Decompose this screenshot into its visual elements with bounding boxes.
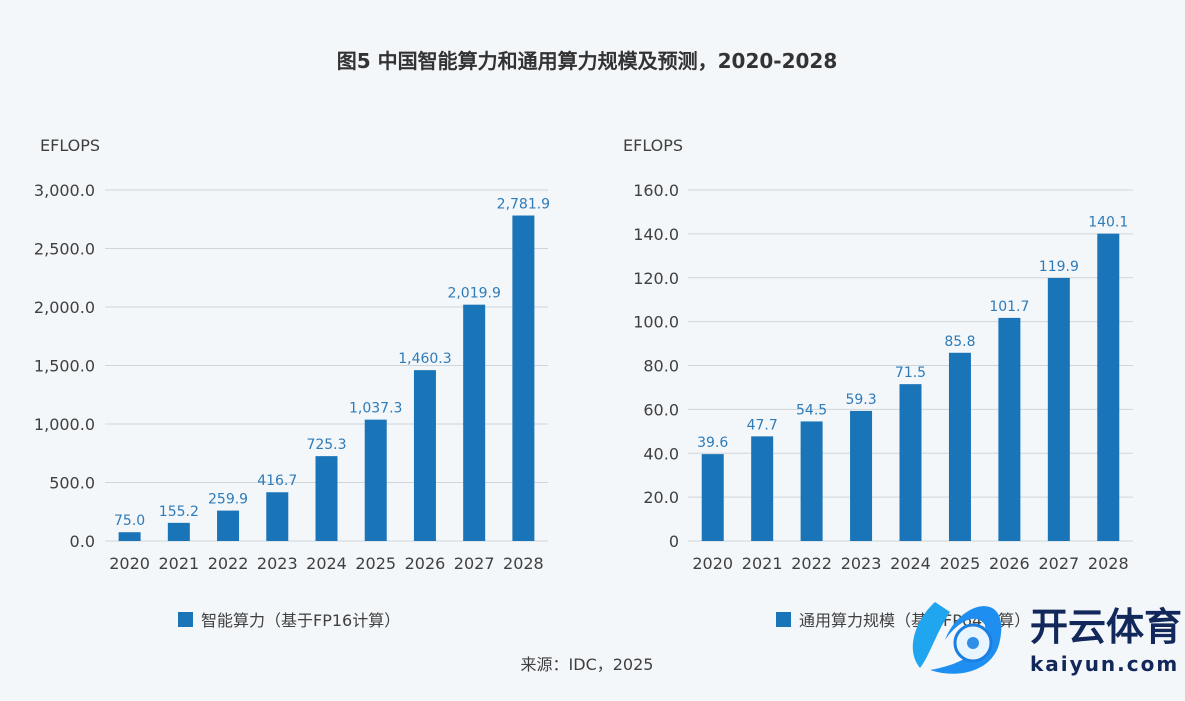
x-tick-label: 2024 xyxy=(306,554,347,573)
data-label: 101.7 xyxy=(989,299,1029,315)
x-tick-label: 2024 xyxy=(890,554,931,573)
y-tick-label: 40.0 xyxy=(643,444,679,463)
y-tick-label: 160.0 xyxy=(633,181,679,200)
data-label: 59.3 xyxy=(845,392,876,408)
data-label: 75.0 xyxy=(114,513,145,529)
data-label: 47.7 xyxy=(747,417,778,433)
x-tick-label: 2026 xyxy=(405,554,446,573)
y-tick-label: 500.0 xyxy=(49,474,95,493)
data-label: 2,781.9 xyxy=(497,197,550,213)
bar-2028 xyxy=(1097,233,1120,541)
y-tick-label: 80.0 xyxy=(643,357,679,376)
watermark-k-mark-icon xyxy=(912,602,950,668)
y-tick-label: 120.0 xyxy=(633,269,679,288)
data-label: 140.1 xyxy=(1088,215,1128,231)
y-tick-label: 140.0 xyxy=(633,225,679,244)
x-tick-label: 2020 xyxy=(692,554,733,573)
data-label: 155.2 xyxy=(159,504,199,520)
bar-2025 xyxy=(948,352,971,541)
x-tick-label: 2025 xyxy=(355,554,396,573)
y-axis-unit-label: EFLOPS xyxy=(623,136,683,155)
svg-text:kaiyun.com: kaiyun.com xyxy=(1030,652,1179,676)
bar-2024 xyxy=(315,456,338,541)
data-label: 54.5 xyxy=(796,402,827,418)
bar-2023 xyxy=(266,492,289,541)
x-tick-label: 2027 xyxy=(454,554,495,573)
bar-2022 xyxy=(217,510,240,541)
y-tick-label: 100.0 xyxy=(633,313,679,332)
chart-left-intelligent-compute: EFLOPS 0.0 500.0 1,000.0 1,500.0 2,000.0 2,500… xyxy=(34,136,550,630)
x-tick-label: 2028 xyxy=(1088,554,1129,573)
y-tick-label: 1,000.0 xyxy=(34,415,95,434)
y-tick-label: 1,500.0 xyxy=(34,357,95,376)
x-tick-label: 2023 xyxy=(257,554,298,573)
x-tick-label: 2021 xyxy=(158,554,199,573)
x-tick-label: 2023 xyxy=(841,554,882,573)
bar-2027 xyxy=(463,304,486,541)
x-tick-label: 2020 xyxy=(109,554,150,573)
svg-text:开云体育: 开云体育 xyxy=(1030,605,1182,649)
bar-2020 xyxy=(118,532,141,541)
x-tick-label: 2026 xyxy=(989,554,1030,573)
data-label: 1,037.3 xyxy=(349,401,402,417)
x-tick-label: 2025 xyxy=(940,554,981,573)
x-tick-label: 2022 xyxy=(208,554,249,573)
x-tick-label: 2022 xyxy=(791,554,832,573)
legend-swatch xyxy=(178,612,193,627)
bar-2026 xyxy=(413,370,436,541)
x-tick-label: 2021 xyxy=(742,554,783,573)
y-tick-label: 0.0 xyxy=(70,532,95,551)
legend-label: 智能算力（基于FP16计算） xyxy=(201,611,400,630)
bar-2021 xyxy=(167,522,190,541)
source-note: 来源：IDC，2025 xyxy=(521,655,654,674)
bar-2020 xyxy=(701,454,724,541)
data-label: 725.3 xyxy=(306,437,346,453)
x-tick-label: 2027 xyxy=(1038,554,1079,573)
y-tick-label: 60.0 xyxy=(643,400,679,419)
data-label: 71.5 xyxy=(895,365,926,381)
bar-2021 xyxy=(751,436,774,541)
watermark-logo: 开云体育 kaiyun.com xyxy=(912,602,1182,676)
y-tick-label: 20.0 xyxy=(643,488,679,507)
bar-2028 xyxy=(512,215,535,541)
y-tick-label: 3,000.0 xyxy=(34,181,95,200)
bar-2024 xyxy=(899,384,922,541)
y-axis-unit-label: EFLOPS xyxy=(40,136,100,155)
data-label: 259.9 xyxy=(208,492,248,508)
chart-right-general-compute: EFLOPS 0 20.0 40.0 60.0 80.0 100.0 120.0 140.0 16… xyxy=(623,136,1133,630)
legend-swatch xyxy=(776,612,791,627)
bar-2025 xyxy=(364,419,387,541)
data-label: 119.9 xyxy=(1039,259,1079,275)
chart-title: 图5 中国智能算力和通用算力规模及预测，2020-2028 xyxy=(337,49,838,73)
bar-2022 xyxy=(800,421,823,541)
data-label: 1,460.3 xyxy=(398,351,451,367)
bar-2023 xyxy=(850,410,873,541)
y-tick-label: 0 xyxy=(669,532,679,551)
data-label: 39.6 xyxy=(697,435,728,451)
bar-2026 xyxy=(998,317,1021,541)
y-tick-label: 2,000.0 xyxy=(34,298,95,317)
data-label: 2,019.9 xyxy=(447,286,500,302)
data-label: 85.8 xyxy=(944,334,975,350)
y-tick-label: 2,500.0 xyxy=(34,240,95,259)
x-tick-label: 2028 xyxy=(503,554,544,573)
bar-2027 xyxy=(1047,277,1070,541)
data-label: 416.7 xyxy=(257,473,297,489)
